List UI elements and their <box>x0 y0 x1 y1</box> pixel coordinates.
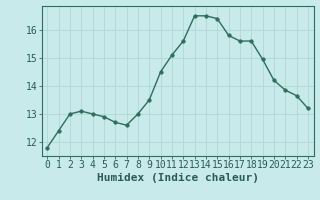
X-axis label: Humidex (Indice chaleur): Humidex (Indice chaleur) <box>97 173 259 183</box>
